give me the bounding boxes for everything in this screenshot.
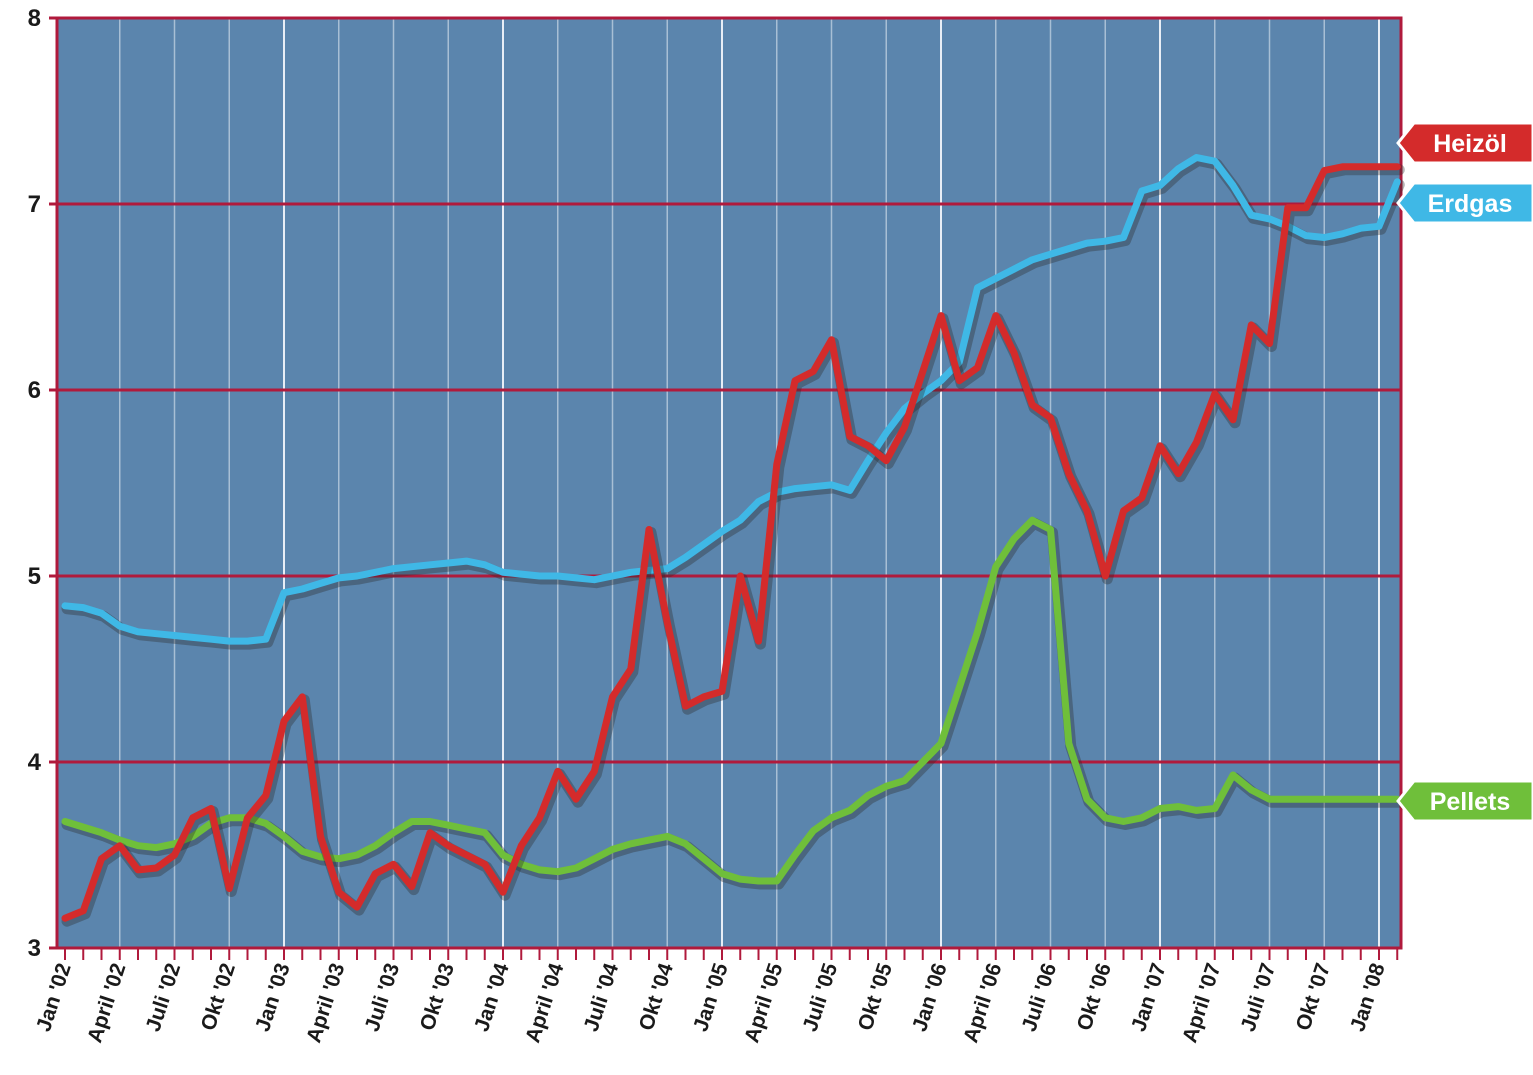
x-tick-label: Juli '02 [142,960,186,1034]
y-tick-label: 4 [28,749,42,776]
x-tick-label: Jan '08 [1346,960,1390,1034]
x-tick-label: April '07 [1178,960,1225,1045]
x-tick-label: Jan '07 [1127,960,1171,1034]
x-tick-label: Juli '03 [361,960,405,1034]
x-tick-label: Okt '07 [1292,960,1335,1033]
x-tick-label: Jan '03 [251,960,295,1034]
x-tick-label: Juli '04 [580,960,624,1034]
legend-tag-pellets [1396,779,1533,823]
x-tick-label: Okt '03 [416,960,459,1033]
x-tick-label: Jan '02 [32,960,76,1034]
plot-border [55,16,1403,950]
y-tick-label: 3 [28,935,41,962]
y-tick-label: 5 [28,563,41,590]
legend-tag-erdgas [1396,181,1533,225]
x-tick-label: April '04 [521,960,568,1045]
series-lines [61,154,1405,927]
y-tick-label: 8 [28,5,41,32]
series-line-heizoel [61,163,1401,922]
x-tick-label: April '06 [959,960,1006,1045]
legend-tag-heizoel [1396,121,1533,165]
series-line-pellets [61,516,1401,885]
legend-label-pellets: Pellets [1430,788,1511,816]
x-tick-label: Jan '05 [689,960,733,1034]
y-tick-label: 7 [28,191,41,218]
legend-label-erdgas: Erdgas [1428,190,1513,218]
x-tick-label: April '05 [740,960,787,1045]
horizontal-gridlines [49,16,1403,950]
x-tick-label: Jan '04 [470,960,514,1034]
legend: Heizöl Erdgas Pellets [1396,121,1533,823]
x-tick-label: Juli '06 [1018,960,1062,1034]
x-tick-label: April '03 [302,960,349,1045]
legend-label-heizoel: Heizöl [1433,130,1507,158]
y-tick-label: 6 [28,377,41,404]
x-tick-label: Okt '04 [635,960,678,1033]
x-tick-label: Jan '06 [908,960,952,1034]
y-axis-ticks: 3 4 5 6 7 8 [28,5,42,962]
x-tick-label: Okt '05 [854,960,897,1033]
x-tick-label: Juli '05 [799,960,843,1034]
x-tick-label: Okt '02 [197,960,240,1033]
vertical-gridlines [119,18,1380,948]
x-axis-ticks: Jan '02 April '02 Juli '02 Okt '02 Jan '03 Ap… [32,948,1399,1046]
x-tick-label: Okt '06 [1073,960,1116,1033]
series-line-erdgas [61,154,1401,645]
x-tick-label: Juli '07 [1237,960,1281,1034]
x-tick-label: April '02 [83,960,130,1045]
